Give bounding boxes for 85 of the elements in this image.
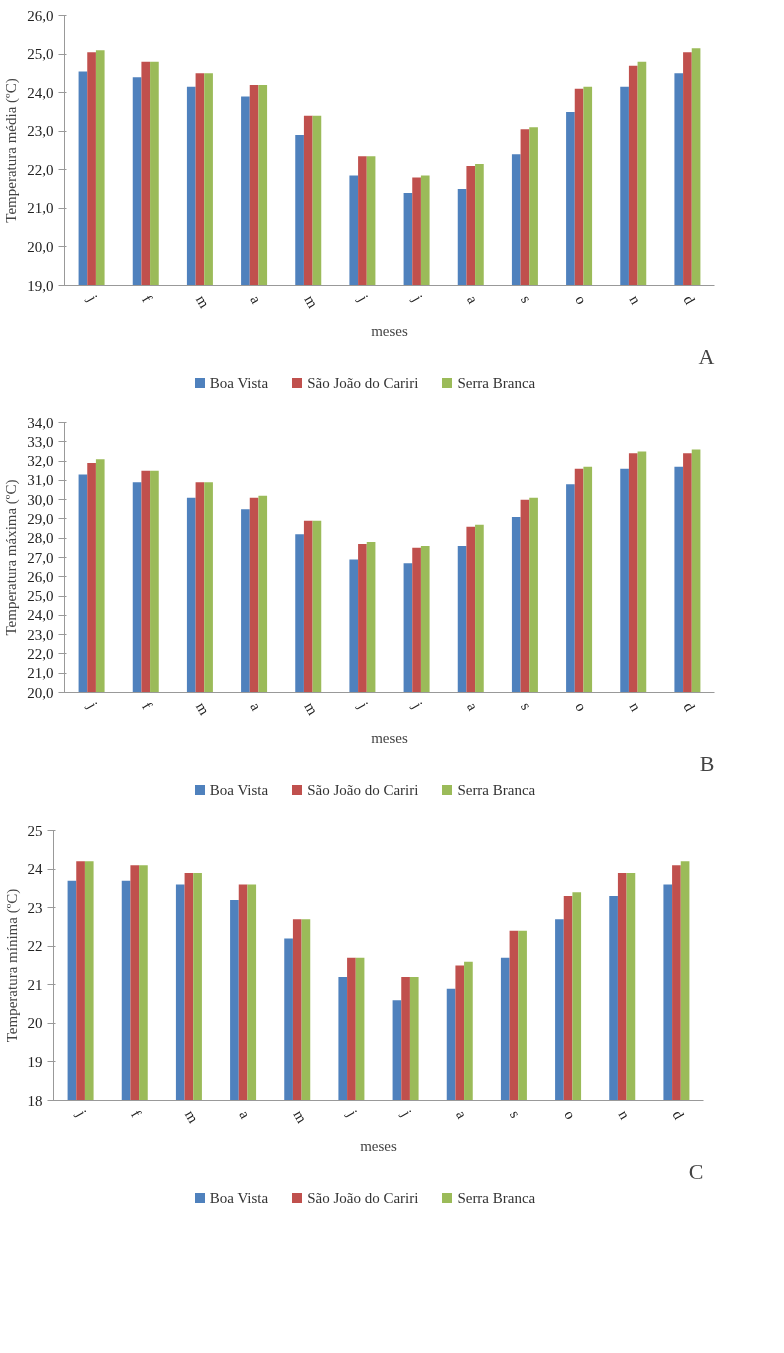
y-tick-label: 21,0 [27,665,54,682]
y-tick-label: 20 [27,1015,43,1032]
x-tick-label: m [290,1107,311,1126]
x-tick-label: j [409,699,426,712]
y-tick-label: 25,0 [27,588,54,605]
x-tick-label: m [192,292,213,311]
y-tick-label: 21 [27,976,43,993]
y-tick-label: 26,0 [27,7,54,24]
y-tick-label: 24,0 [27,607,54,624]
x-tick-label: j [84,291,101,305]
y-tick-label: 34,0 [27,414,54,431]
text: A [698,343,715,369]
y-tick-label: 25,0 [27,46,54,63]
x-tick-label: j [354,291,372,305]
y-tick-label: 31,0 [27,472,54,489]
x-tick-label: n [626,699,645,715]
x-axis-title: meses [360,1137,397,1154]
y-tick-label: 22,0 [27,646,54,663]
x-tick-label: a [247,292,265,307]
legend-label: São João do Cariri [306,1188,419,1208]
x-tick-label: a [247,699,265,714]
x-tick-label: o [561,1107,579,1122]
y-tick-label: 18 [27,1092,43,1109]
x-axis-title: meses [371,730,408,747]
y-tick-label: 20,0 [27,238,54,255]
y-axis-title: Temperatura máxima (ºC) [3,479,21,636]
x-tick-label: j [84,699,101,712]
y-tick-label: 26,0 [27,569,54,586]
x-tick-label: j [354,699,372,712]
x-tick-label: s [517,699,535,714]
x-tick-label: d [669,1107,688,1123]
y-tick-label: 23,0 [27,123,54,140]
y-tick-label: 33,0 [27,434,54,451]
y-axis-title: Temperatura média (ºC) [3,78,21,223]
x-tick-label: a [452,1107,471,1122]
x-tick-label: n [615,1107,634,1123]
legend-label: Boa Vista [208,374,269,393]
y-tick-label: 32,0 [27,453,54,470]
x-tick-label: a [236,1107,254,1122]
legend-label: Serra Branca [456,1188,536,1208]
x-tick-label: a [463,292,482,307]
y-axis-title: Temperatura mínima (ºC) [3,888,21,1043]
x-tick-label: o [572,699,590,715]
x-tick-label: j [398,1106,415,1119]
y-tick-label: 30,0 [27,492,54,509]
x-tick-label: j [343,1106,361,1119]
x-tick-label: m [192,699,213,719]
legend-label: Serra Branca [456,781,536,801]
y-tick-label: 24,0 [27,84,54,101]
x-axis-title: meses [371,322,408,339]
y-tick-label: 20,0 [27,684,54,701]
text: B [699,750,715,776]
y-tick-label: 28,0 [27,530,54,547]
y-tick-label: 23,0 [27,627,54,644]
legend-label: São João do Cariri [306,781,419,801]
legend-label: Boa Vista [208,781,269,801]
y-tick-label: 24 [27,860,43,877]
y-tick-label: 27,0 [27,549,54,566]
x-tick-label: j [409,291,426,305]
x-tick-label: j [73,1106,90,1119]
x-tick-label: d [680,699,699,715]
x-tick-label: n [626,292,645,308]
text: C [688,1158,704,1184]
y-tick-label: 19 [27,1053,43,1070]
y-tick-label: 23 [27,899,43,916]
y-tick-label: 25 [27,822,43,839]
y-tick-label: 22,0 [27,161,54,178]
x-tick-label: a [463,699,482,714]
x-tick-label: f [138,699,156,713]
x-tick-label: d [680,292,699,308]
legend-label: Boa Vista [208,1188,269,1208]
y-tick-label: 19,0 [27,277,54,294]
x-tick-label: o [572,292,590,307]
legend-label: São João do Cariri [306,374,419,393]
x-tick-label: m [301,699,322,719]
x-tick-label: m [301,292,322,311]
x-tick-label: f [138,292,156,305]
y-tick-label: 22 [27,938,43,955]
x-tick-label: s [517,292,535,306]
legend-label: Serra Branca [456,374,536,393]
y-tick-label: 21,0 [27,200,54,217]
x-tick-label: f [127,1107,145,1120]
y-tick-label: 29,0 [27,511,54,528]
x-tick-label: s [506,1107,524,1121]
x-tick-label: m [181,1107,202,1126]
